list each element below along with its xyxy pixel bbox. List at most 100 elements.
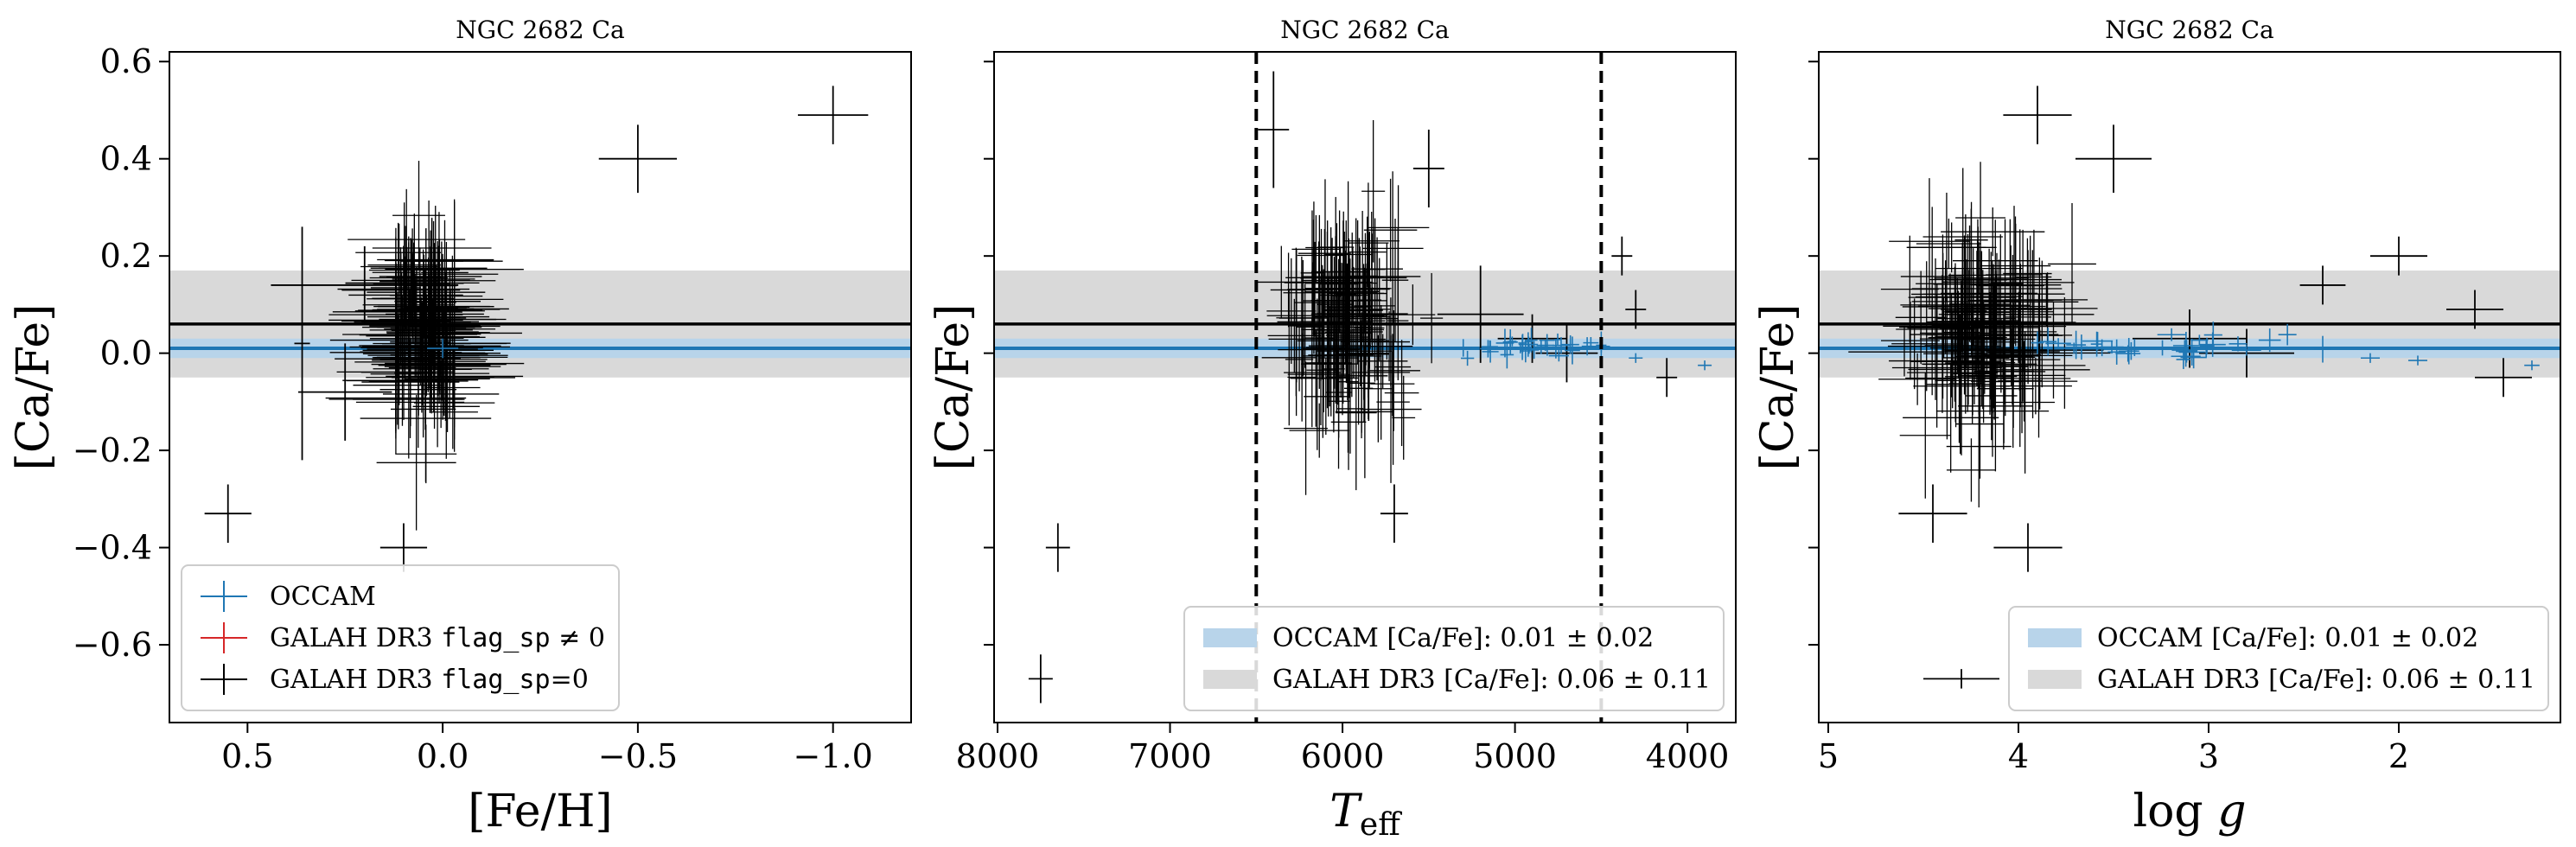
galah-point xyxy=(1365,311,1413,382)
y-tick-label: −0.6 xyxy=(73,626,152,664)
galah-point xyxy=(1995,331,2056,474)
galah-point xyxy=(1951,305,1993,424)
galah-point xyxy=(1903,362,1999,473)
galah-point xyxy=(1343,212,1400,271)
galah-point xyxy=(1342,306,1389,376)
galah-point xyxy=(1374,334,1412,400)
occam-point xyxy=(2045,338,2071,349)
x-tick-label: 3 xyxy=(2198,737,2219,775)
galah-point xyxy=(1331,220,1355,347)
galah-point xyxy=(1992,293,2086,438)
occam-point xyxy=(427,338,459,359)
galah-point xyxy=(379,523,428,572)
occam-point xyxy=(1525,328,1538,353)
galah-point xyxy=(2005,301,2061,419)
occam-point xyxy=(1500,341,1514,369)
galah-point xyxy=(2075,124,2152,194)
legend-label: GALAH DR3 [Ca/Fe]: 0.06 ± 0.11 xyxy=(1272,665,1711,695)
galah-point xyxy=(1933,219,2023,349)
galah-point xyxy=(1973,323,2071,434)
galah-point xyxy=(2003,86,2072,144)
galah-point xyxy=(1412,129,1444,207)
galah-point xyxy=(1420,272,1444,364)
legend-label-value: 0.06 ± 0.11 xyxy=(1557,665,1711,695)
legend-label-suffix: ≠ 0 xyxy=(551,623,605,653)
occam-point xyxy=(2115,345,2141,362)
galah-point xyxy=(1367,309,1420,431)
occam-point xyxy=(2524,360,2540,371)
occam-point xyxy=(1503,335,1517,348)
galah-point xyxy=(1895,271,1947,365)
galah-point xyxy=(1993,523,2063,572)
occam-point xyxy=(2171,346,2201,367)
legend-entry: GALAH DR3 [Ca/Fe]: 0.06 ± 0.11 xyxy=(2028,665,2535,695)
galah-point xyxy=(1334,277,1370,398)
occam-point xyxy=(1539,334,1555,347)
occam-point xyxy=(2090,331,2103,357)
occam-point xyxy=(2176,349,2191,370)
legend-entry: OCCAM [Ca/Fe]: 0.01 ± 0.02 xyxy=(2028,623,2478,653)
galah-point xyxy=(1290,329,1342,427)
legend-label-value: 0.01 ± 0.02 xyxy=(2324,623,2478,653)
galah-point xyxy=(2026,260,2058,388)
galah-point xyxy=(2446,290,2503,329)
galah-point xyxy=(1294,241,1344,364)
galah-point xyxy=(1944,259,2054,365)
galah-point xyxy=(390,380,456,438)
galah-point xyxy=(412,353,480,459)
legend-label: GALAH DR3 [Ca/Fe]: 0.06 ± 0.11 xyxy=(2097,665,2535,695)
galah-point xyxy=(1981,235,2079,368)
galah-point xyxy=(2005,250,2052,385)
x-axis-label-sub: eff xyxy=(1360,807,1402,843)
x-tick-label: 7000 xyxy=(1128,737,1212,775)
panel-2: NGC 2682 Ca 8000 7000 6000 5000 4000 Teff [Ca/F… xyxy=(928,16,1737,843)
occam-point xyxy=(1698,360,1712,371)
legend-frame xyxy=(2008,606,2549,711)
legend-label: GALAH DR3 flag_sp ≠ 0 xyxy=(270,623,605,653)
occam-point xyxy=(1515,343,1525,353)
galah-point xyxy=(391,347,516,409)
galah-point xyxy=(1347,211,1378,341)
galah-point xyxy=(1992,267,2048,376)
occam-point xyxy=(2100,340,2124,354)
galah-point xyxy=(1955,369,2004,479)
galah-point xyxy=(1268,262,1324,417)
galah-point xyxy=(1971,291,2067,361)
occam-point xyxy=(2157,328,2186,341)
legend-entry: GALAH DR3 [Ca/Fe]: 0.06 ± 0.11 xyxy=(1203,665,1711,695)
legend: OCCAM [Ca/Fe]: 0.01 ± 0.02 GALAH DR3 [Ca/… xyxy=(1183,606,1725,711)
galah-point xyxy=(1956,270,2010,410)
occam-point xyxy=(2228,336,2248,352)
y-axis-label: [Ca/Fe] xyxy=(8,304,60,471)
galah-point xyxy=(1970,223,2062,347)
x-tick-label: 4 xyxy=(2008,737,2029,775)
axes-frame xyxy=(1818,51,2561,723)
galah-point xyxy=(1355,232,1383,388)
legend-label-text: OCCAM xyxy=(270,582,376,612)
legend-swatch xyxy=(2028,670,2082,689)
galah-point xyxy=(798,86,869,144)
galah-point xyxy=(1348,328,1375,439)
galah-point xyxy=(379,253,437,309)
galah-point xyxy=(1325,307,1362,364)
occam-point xyxy=(1454,339,1472,357)
y-tick-label: 0.6 xyxy=(100,42,152,80)
occam-point xyxy=(1548,349,1569,362)
occam-point xyxy=(2192,341,2220,358)
legend-label-text: GALAH DR3 xyxy=(270,665,441,695)
galah-point xyxy=(1611,236,1633,276)
galah-point xyxy=(1338,322,1382,386)
galah-point xyxy=(1340,263,1392,314)
legend-label-text: GALAH DR3 xyxy=(270,623,441,653)
galah-point xyxy=(1289,403,1349,458)
occam-point xyxy=(2231,344,2261,356)
occam-point xyxy=(1460,350,1475,366)
galah-point xyxy=(1909,284,1965,385)
occam-point xyxy=(1536,340,1554,351)
galah-point xyxy=(1343,352,1374,425)
occam-point xyxy=(1552,337,1571,354)
occam-point xyxy=(2361,353,2380,363)
y-axis-label: [Ca/Fe] xyxy=(1752,304,1804,471)
